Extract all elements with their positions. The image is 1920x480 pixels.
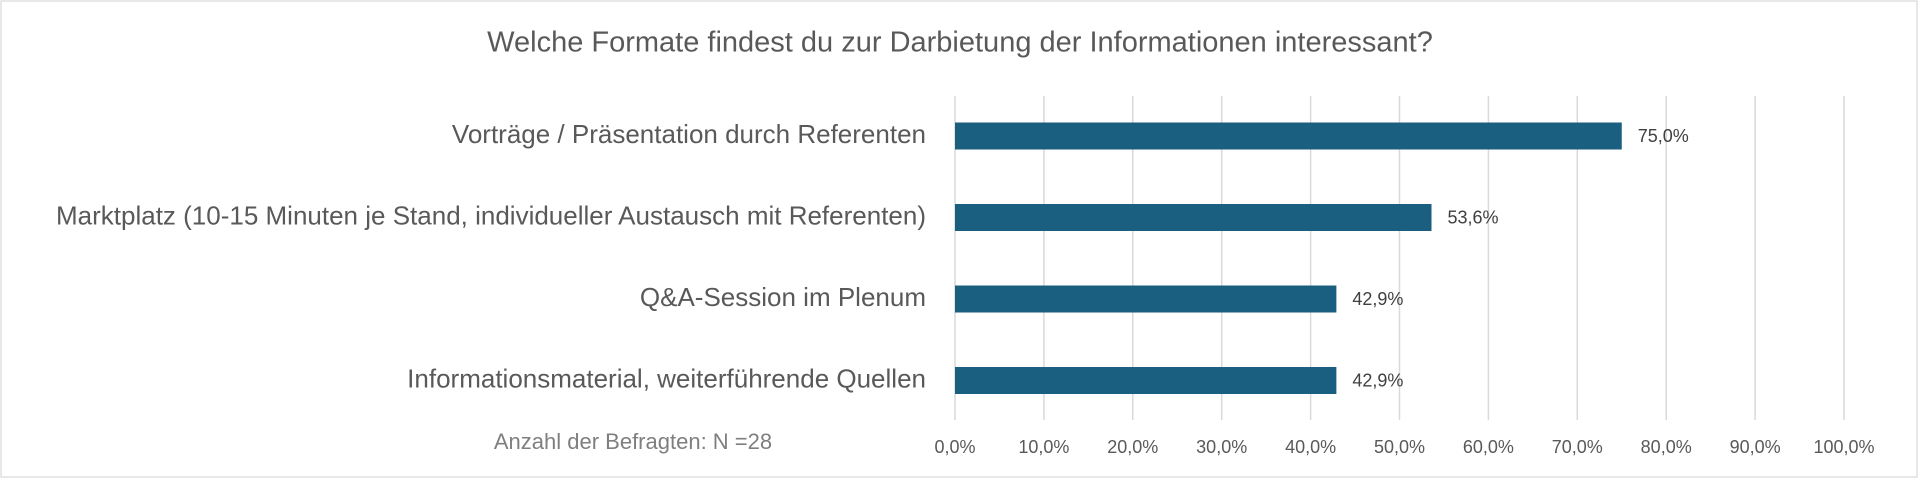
x-tick-label: 70,0% <box>1552 437 1603 457</box>
data-label: 42,9% <box>1352 370 1403 390</box>
y-tick-label: Q&A-Session im Plenum <box>640 282 926 312</box>
x-tick-label: 0,0% <box>934 437 975 457</box>
bar <box>955 204 1432 231</box>
bar <box>955 122 1622 150</box>
x-tick-label: 10,0% <box>1018 437 1069 457</box>
data-label: 53,6% <box>1448 207 1499 227</box>
bar <box>955 367 1337 394</box>
x-tick-label: 60,0% <box>1463 437 1514 457</box>
annotation: Anzahl der Befragten: N =28 <box>494 429 772 454</box>
y-tick-label: Vorträge / Präsentation durch Referenten <box>452 119 926 149</box>
x-tick-label: 30,0% <box>1196 437 1247 457</box>
x-tick-label: 90,0% <box>1730 437 1781 457</box>
data-label: 75,0% <box>1638 126 1689 146</box>
x-tick-label: 80,0% <box>1641 437 1692 457</box>
bar <box>955 285 1337 313</box>
x-tick-label: 40,0% <box>1285 437 1336 457</box>
x-tick-label: 100,0% <box>1813 437 1874 457</box>
chart-title: Welche Formate findest du zur Darbietung… <box>487 27 1433 59</box>
x-tick-label: 50,0% <box>1374 437 1425 457</box>
y-tick-label: Informationsmaterial, weiterführende Que… <box>407 363 926 393</box>
y-tick-label: Marktplatz (10-15 Minuten je Stand, indi… <box>56 200 926 230</box>
data-label: 42,9% <box>1352 289 1403 309</box>
x-tick-label: 20,0% <box>1107 437 1158 457</box>
